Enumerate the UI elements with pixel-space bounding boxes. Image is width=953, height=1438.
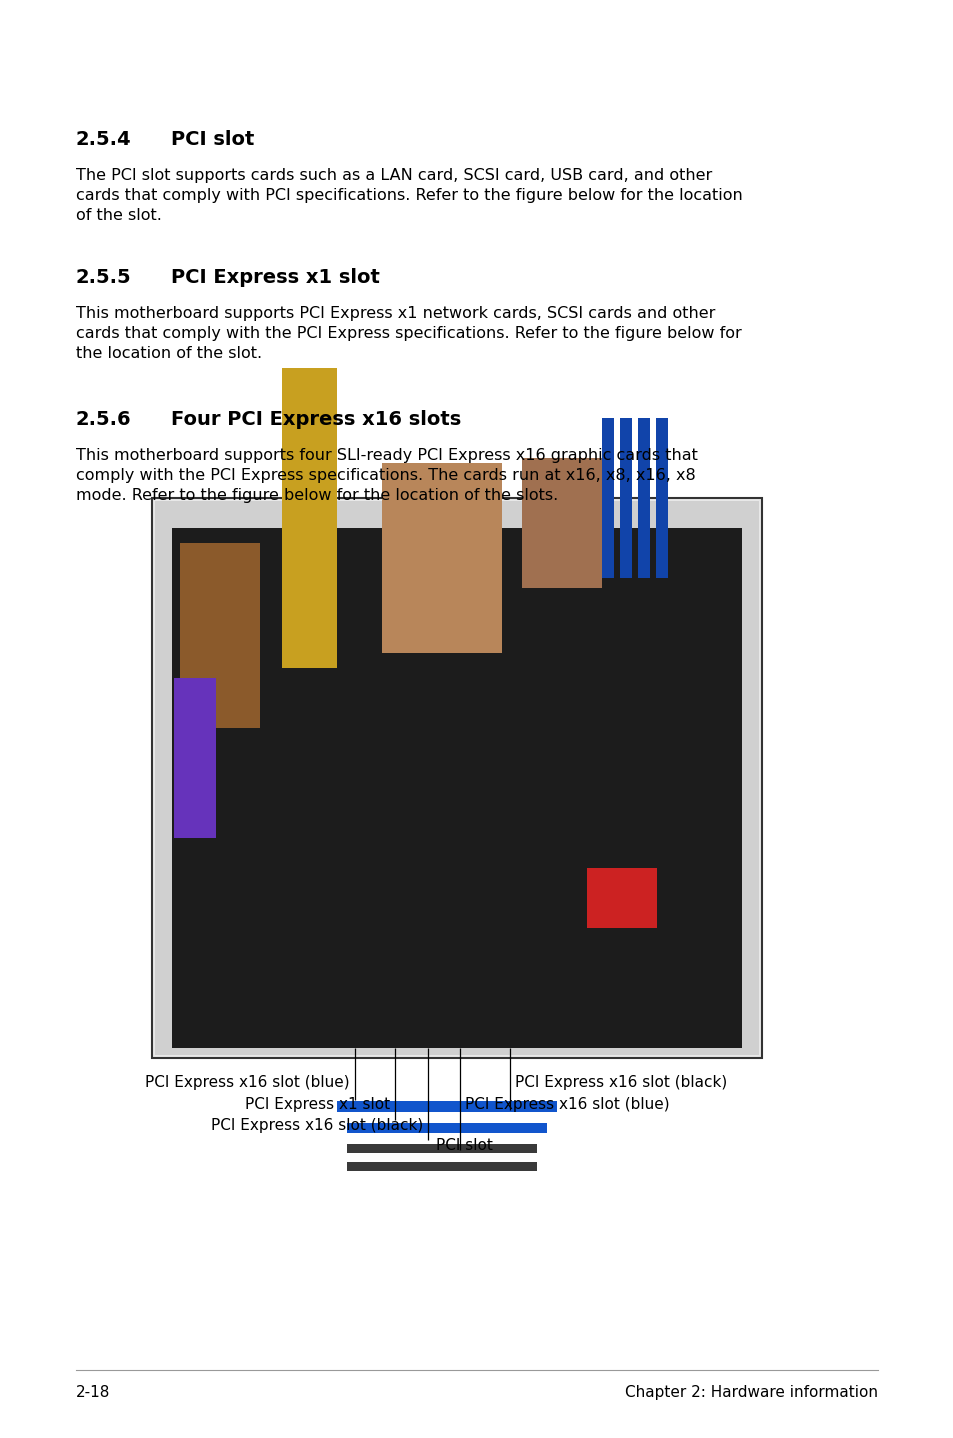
Bar	[638, 418, 649, 578]
Bar	[154, 500, 759, 1055]
Text: cards that comply with PCI specifications. Refer to the figure below for the loc: cards that comply with PCI specification…	[76, 188, 742, 203]
Text: of the slot.: of the slot.	[76, 209, 162, 223]
Polygon shape	[172, 528, 741, 1048]
Text: Chapter 2: Hardware information: Chapter 2: Hardware information	[624, 1385, 877, 1401]
Text: This motherboard supports PCI Express x1 network cards, SCSI cards and other: This motherboard supports PCI Express x1…	[76, 306, 715, 321]
Text: PCI Express x16 slot (black): PCI Express x16 slot (black)	[211, 1117, 422, 1133]
Text: The PCI slot supports cards such as a LAN card, SCSI card, USB card, and other: The PCI slot supports cards such as a LA…	[76, 168, 712, 183]
Text: 2.5.6: 2.5.6	[76, 410, 132, 429]
Text: cards that comply with the PCI Express specifications. Refer to the figure below: cards that comply with the PCI Express s…	[76, 326, 741, 341]
Bar	[521, 457, 601, 588]
Text: the location of the slot.: the location of the slot.	[76, 347, 262, 361]
Text: Four PCI Express x16 slots: Four PCI Express x16 slots	[171, 410, 460, 429]
Bar	[601, 418, 614, 578]
Text: mode. Refer to the figure below for the location of the slots.: mode. Refer to the figure below for the …	[76, 487, 558, 503]
Text: PCI slot: PCI slot	[436, 1137, 493, 1153]
Text: PCI Express x16 slot (blue): PCI Express x16 slot (blue)	[145, 1076, 350, 1090]
Text: PCI slot: PCI slot	[171, 129, 254, 150]
Text: PCI Express x1 slot: PCI Express x1 slot	[245, 1097, 390, 1112]
Bar	[173, 677, 215, 838]
Text: 2.5.5: 2.5.5	[76, 267, 132, 288]
Text: This motherboard supports four SLI-ready PCI Express x16 graphic cards that: This motherboard supports four SLI-ready…	[76, 449, 698, 463]
Bar	[347, 1123, 546, 1133]
Text: PCI Express x1 slot: PCI Express x1 slot	[171, 267, 379, 288]
Bar	[347, 1145, 537, 1153]
Bar	[656, 418, 667, 578]
Bar	[347, 1162, 537, 1171]
Bar	[586, 869, 657, 928]
Text: comply with the PCI Express specifications. The cards run at x16, x8, x16, x8: comply with the PCI Express specificatio…	[76, 467, 695, 483]
Text: PCI Express x16 slot (blue): PCI Express x16 slot (blue)	[464, 1097, 669, 1112]
Text: PCI Express x16 slot (black): PCI Express x16 slot (black)	[515, 1076, 726, 1090]
Text: 2.5.4: 2.5.4	[76, 129, 132, 150]
Bar	[180, 544, 260, 728]
Bar	[282, 368, 336, 669]
Bar	[336, 1102, 557, 1112]
Bar	[152, 498, 761, 1058]
Bar	[381, 463, 501, 653]
Bar	[619, 418, 631, 578]
Text: 2-18: 2-18	[76, 1385, 111, 1401]
